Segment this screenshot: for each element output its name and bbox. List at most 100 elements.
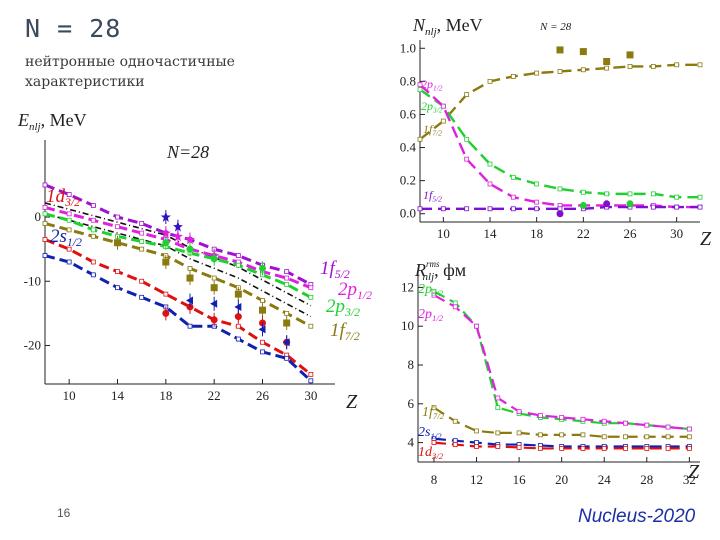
radii-point-2p1-2 [452, 304, 458, 310]
occupancies-point-1f7-2 [510, 74, 516, 79]
occupancies-label-1f5-2: 1f5/2 [423, 188, 442, 204]
occupancies-exp-2pexp [579, 201, 587, 209]
occupancies-point-1f7-2 [697, 62, 703, 68]
energies-series-2p1-2 [44, 205, 312, 290]
occupancy-chart: Nnlj, MeV N = 28 Z 10 14 18 22 26 30 1.0 0.8 0.6… [400, 15, 712, 250]
energies-point-1f7-2 [90, 233, 96, 239]
occupancies-label-2p3-2: 2p3/2 [421, 99, 443, 115]
radii-point-2p1-2 [516, 409, 522, 414]
energies-point-1d3-2 [90, 259, 96, 265]
occupancies-point-2p3-2 [604, 191, 610, 197]
occupancies-point-1f5-2 [697, 204, 703, 210]
occupancies-point-2p3-2 [697, 194, 703, 200]
energies-series-2p3-2 [44, 212, 312, 299]
occupancies-point-2p3-2 [674, 194, 680, 200]
occupancies-series-1f7-2 [419, 63, 700, 141]
energies-point-2s1-2 [308, 378, 314, 384]
occupancies-series-2p3-2 [419, 88, 700, 199]
occupancies-point-2p1-2 [417, 82, 423, 88]
occupancies-point-2p3-2 [650, 191, 656, 197]
energies-exp-1f7-2exp [234, 290, 242, 298]
energies-exp-1d3-2exp [234, 313, 242, 321]
occupancies-point-1f7-2 [464, 92, 470, 97]
energies-point-2s1-2 [66, 259, 72, 265]
radii-point-1f7-2 [623, 434, 628, 440]
energies-point-1d3-2 [260, 339, 265, 345]
radii-label-2p3-2: 2p3/2 [418, 282, 444, 298]
occupancies-x-tick-label: 26 [624, 226, 638, 241]
occupancy-xlabel: Z [700, 228, 712, 250]
occupancies-point-2p3-2 [627, 191, 633, 197]
radii-point-2p1-2 [686, 426, 692, 432]
energies-point-1f5-2 [235, 253, 241, 258]
energies-point-1f7-2 [187, 266, 193, 271]
energies-exp-2p3-2exp [259, 264, 266, 272]
energies-point-2p1-2 [42, 205, 48, 210]
occupancies-point-1f7-2 [627, 64, 633, 69]
energies-exp-2p3-2exp [210, 255, 218, 263]
occupancies-point-2p3-2 [534, 181, 540, 187]
energies-x-tick-label: 18 [159, 388, 172, 403]
occupancies-exp-1f7-2exp [626, 51, 634, 59]
radii-point-1d3-2 [644, 446, 650, 451]
energies-label-2p3-2: 2p3/2 [326, 296, 360, 319]
occupancies-point-1f7-2 [674, 62, 680, 68]
energies-exp-2s1-2exp [234, 302, 242, 311]
energies-series-1d3-2 [44, 238, 312, 376]
occupancies-exp-1f7-2exp [556, 46, 564, 54]
radii-point-1f7-2 [431, 405, 437, 411]
occupancies-y-tick-label: 0.6 [400, 106, 417, 121]
radii-point-1d3-2 [580, 446, 586, 451]
energies-exp-1f7-2exp [210, 284, 218, 292]
energies-exp-2s1-2exp [282, 338, 290, 347]
occupancies-x-tick-label: 14 [484, 226, 498, 241]
energies-exp-2p3-2exp [186, 245, 194, 253]
radii-x-tick-label: 28 [640, 472, 653, 487]
radii-point-2p1-2 [665, 424, 671, 430]
radii-y-tick-label: 10 [401, 318, 414, 333]
energies-point-1f5-2 [66, 192, 72, 197]
occupancies-point-2p1-2 [440, 103, 446, 109]
energies-point-1f5-2 [139, 221, 145, 226]
energies-exp-2s1-2exp [210, 299, 218, 308]
radii-point-1f7-2 [474, 428, 479, 434]
energies-exp-1f7-2exp [186, 274, 194, 282]
radii-point-1d3-2 [516, 445, 522, 450]
occupancies-exp-1f7-2exp [603, 58, 611, 66]
energies-exp-1f7-2exp [114, 239, 121, 247]
radii-point-1f7-2 [686, 434, 692, 440]
radii-point-1d3-2 [537, 446, 543, 451]
energy-ylabel: Enlj, MeV [17, 110, 87, 133]
radii-y-tick-label: 6 [408, 396, 415, 411]
occupancies-exp-1f5-2exp [603, 200, 611, 208]
occupancies-y-tick-label: 0.2 [400, 173, 416, 188]
energies-label-1d3-2: 1d3/2 [46, 186, 80, 209]
occupancies-x-tick-label: 10 [437, 226, 450, 241]
energies-series-2s1-2 [44, 254, 312, 382]
radii-point-2p1-2 [474, 323, 479, 329]
occupancies-point-1f5-2 [440, 206, 446, 212]
energies-exp-1f7-2exp [259, 306, 266, 314]
radius-chart: Rrms nlj, фм Z 8 12 16 20 24 28 32 12 10 8 6 4 2p3/2 2… [401, 259, 700, 487]
occupancies-point-1f7-2 [604, 65, 610, 71]
radii-y-tick-label: 8 [408, 357, 415, 372]
occupancies-exp-1f7-2exp [579, 48, 587, 56]
occupancies-point-2p3-2 [464, 136, 470, 142]
occupancies-point-1f5-2 [510, 206, 516, 212]
radii-y-tick-label: 12 [401, 279, 414, 294]
energies-point-1f7-2 [139, 246, 145, 252]
occupancies-point-2p1-2 [487, 181, 493, 187]
radii-point-1d3-2 [431, 440, 437, 446]
energies-point-1f5-2 [42, 182, 48, 188]
occupancies-point-1f7-2 [650, 64, 656, 69]
radii-point-2p1-2 [601, 418, 607, 424]
energies-point-2s1-2 [235, 336, 241, 342]
energies-exp-1f5-2exp [172, 221, 183, 232]
occupancies-label-1f7-2: 1f7/2 [423, 122, 442, 138]
conference-label: Nucleus-2020 [578, 506, 696, 527]
radii-point-2p1-2 [644, 422, 650, 428]
radii-series-2p3-2 [433, 290, 690, 431]
radii-point-2p3-2 [452, 300, 458, 306]
energies-exp-1d3-2exp [162, 309, 170, 317]
